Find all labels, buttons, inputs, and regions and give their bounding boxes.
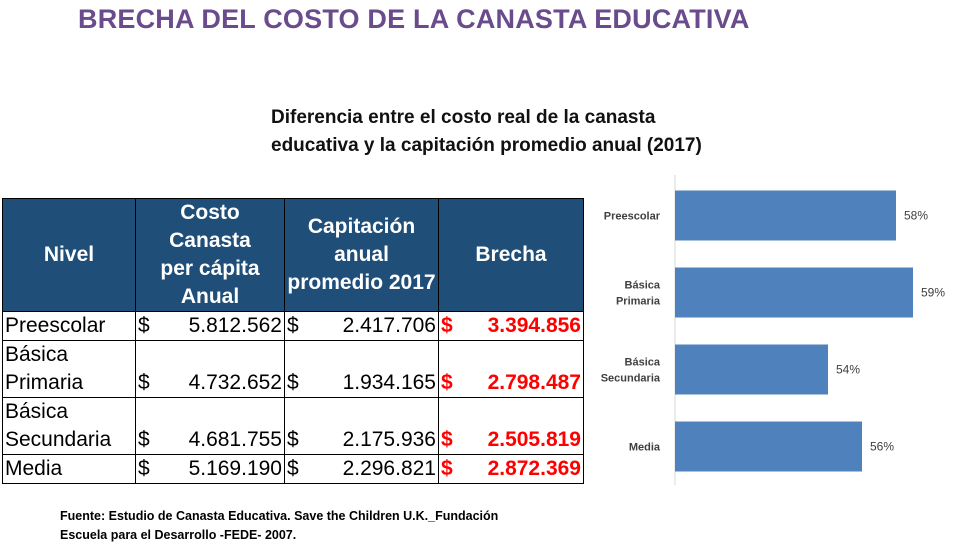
currency-sign: $ bbox=[287, 314, 299, 337]
source-line-1: Fuente: Estudio de Canasta Educativa. Sa… bbox=[60, 509, 499, 523]
cell-brecha: $2.798.487 bbox=[438, 340, 584, 398]
nivel-line-1: Básica bbox=[5, 343, 69, 366]
cell-nivel: Básica Primaria bbox=[2, 340, 136, 398]
category-label-2: Básica Secundaria bbox=[601, 357, 661, 385]
header-costo-line-3: Anual bbox=[180, 285, 240, 308]
table-header-row: Nivel Costo Canasta per cápita Anual Cap… bbox=[2, 198, 584, 312]
source-note: Fuente: Estudio de Canasta Educativa. Sa… bbox=[60, 507, 560, 545]
cell-capitacion: $1.934.165 bbox=[284, 340, 439, 398]
currency-sign: $ bbox=[138, 314, 150, 337]
header-capitacion-line-1: Capitación bbox=[307, 215, 416, 238]
costo-value: 4.681.755 bbox=[188, 428, 282, 451]
brecha-value: 2.798.487 bbox=[487, 371, 581, 394]
currency-sign: $ bbox=[441, 457, 453, 480]
costo-value: 5.812.562 bbox=[188, 314, 282, 337]
table-row: Media $5.169.190 $2.296.821 $2.872.369 bbox=[2, 454, 584, 484]
cost-gap-table: Nivel Costo Canasta per cápita Anual Cap… bbox=[2, 198, 584, 484]
capitacion-value: 2.296.821 bbox=[342, 457, 436, 480]
currency-sign: $ bbox=[441, 371, 453, 394]
bar-1 bbox=[675, 267, 913, 318]
cell-nivel: Básica Secundaria bbox=[2, 397, 136, 455]
capitacion-value: 2.175.936 bbox=[342, 428, 436, 451]
bar-0 bbox=[675, 190, 896, 241]
cell-brecha: $3.394.856 bbox=[438, 311, 584, 341]
cell-costo: $4.681.755 bbox=[135, 397, 285, 455]
nivel-line-2: Primaria bbox=[5, 371, 84, 394]
bar-value-label-3: 56% bbox=[870, 440, 894, 454]
page-title: BRECHA DEL COSTO DE LA CANASTA EDUCATIVA bbox=[78, 4, 750, 34]
nivel-line-1: Media bbox=[5, 457, 63, 480]
category-label-0: Preescolar bbox=[604, 211, 661, 223]
subtitle-line-1: Diferencia entre el costo real de la can… bbox=[271, 107, 656, 128]
category-label-3: Media bbox=[629, 442, 661, 454]
nivel-line-1: Básica bbox=[5, 400, 69, 423]
cell-nivel: Media bbox=[2, 454, 136, 484]
header-costo: Costo Canasta per cápita Anual bbox=[135, 198, 285, 312]
table-row: Básica Primaria $4.732.652 $1.934.165 $2… bbox=[2, 340, 584, 398]
header-costo-line-1: Costo Canasta bbox=[169, 201, 251, 252]
source-line-2: Escuela para el Desarrollo -FEDE- 2007. bbox=[60, 528, 297, 542]
cell-costo: $4.732.652 bbox=[135, 340, 285, 398]
currency-sign: $ bbox=[287, 457, 299, 480]
currency-sign: $ bbox=[441, 428, 453, 451]
cell-capitacion: $2.175.936 bbox=[284, 397, 439, 455]
costo-value: 4.732.652 bbox=[188, 371, 282, 394]
header-costo-line-2: per cápita bbox=[160, 257, 260, 280]
currency-sign: $ bbox=[138, 457, 150, 480]
cell-capitacion: $2.417.706 bbox=[284, 311, 439, 341]
table-row: Preescolar $5.812.562 $2.417.706 $3.394.… bbox=[2, 311, 584, 341]
header-brecha: Brecha bbox=[438, 198, 584, 312]
bar-3 bbox=[675, 421, 862, 472]
bar-value-label-2: 54% bbox=[836, 363, 860, 377]
capitacion-value: 1.934.165 bbox=[342, 371, 436, 394]
cell-brecha: $2.505.819 bbox=[438, 397, 584, 455]
table-row: Básica Secundaria $4.681.755 $2.175.936 … bbox=[2, 397, 584, 455]
nivel-line-2: Secundaria bbox=[5, 428, 112, 451]
header-capitacion-line-2: anual bbox=[334, 243, 389, 266]
cell-capitacion: $2.296.821 bbox=[284, 454, 439, 484]
brecha-value: 2.872.369 bbox=[487, 457, 581, 480]
bar-2 bbox=[675, 344, 828, 395]
capitacion-value: 2.417.706 bbox=[342, 314, 436, 337]
cell-costo: $5.169.190 bbox=[135, 454, 285, 484]
gap-percentage-bar-chart: 58% Preescolar 59% Básica Primaria 54% Básica S… bbox=[601, 175, 945, 485]
header-capitacion-line-3: promedio 2017 bbox=[287, 271, 436, 294]
bar-value-label-1: 59% bbox=[921, 286, 945, 300]
chart-subtitle: Diferencia entre el costo real de la can… bbox=[271, 104, 831, 160]
bar-value-label-0: 58% bbox=[904, 209, 928, 223]
cell-brecha: $2.872.369 bbox=[438, 454, 584, 484]
header-nivel: Nivel bbox=[2, 198, 136, 312]
costo-value: 5.169.190 bbox=[188, 457, 282, 480]
brecha-value: 2.505.819 bbox=[487, 428, 581, 451]
subtitle-line-2: educativa y la capitación promedio anual… bbox=[271, 135, 702, 156]
header-capitacion: Capitación anual promedio 2017 bbox=[284, 198, 439, 312]
category-label-1: Básica Primaria bbox=[616, 280, 661, 308]
currency-sign: $ bbox=[138, 428, 150, 451]
currency-sign: $ bbox=[287, 428, 299, 451]
currency-sign: $ bbox=[138, 371, 150, 394]
nivel-line-1: Preescolar bbox=[5, 314, 106, 337]
currency-sign: $ bbox=[287, 371, 299, 394]
brecha-value: 3.394.856 bbox=[487, 314, 581, 337]
cell-costo: $5.812.562 bbox=[135, 311, 285, 341]
currency-sign: $ bbox=[441, 314, 453, 337]
cell-nivel: Preescolar bbox=[2, 311, 136, 341]
